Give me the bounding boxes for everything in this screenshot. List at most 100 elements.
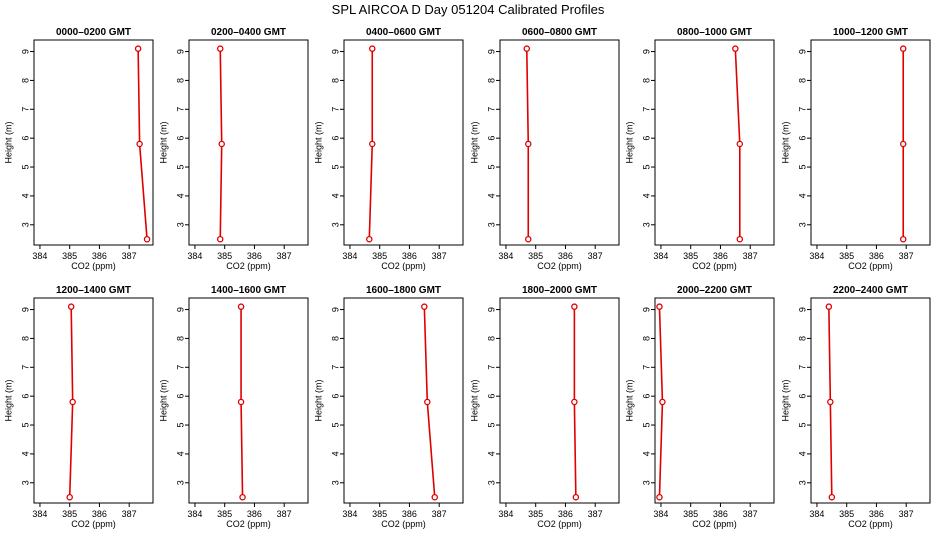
y-tick-label: 7 [641, 365, 651, 370]
x-tick-label: 385 [62, 509, 77, 519]
y-tick-label: 6 [641, 136, 651, 141]
x-tick-label: 387 [122, 509, 137, 519]
x-tick-label: 386 [247, 509, 262, 519]
profile-point [67, 303, 75, 310]
y-tick-label: 5 [486, 165, 496, 170]
x-tick-label: 386 [92, 509, 107, 519]
panel-3: 0600–0800 GMT 384 385 386 387 3 4 5 6 7 8 9 CO2 (ppm… [469, 27, 620, 271]
y-tick-label: 8 [641, 336, 651, 341]
y-tick-label: 9 [20, 49, 30, 54]
x-tick-label: 387 [432, 509, 447, 519]
y-tick-label: 8 [20, 78, 30, 83]
panel-frame [499, 297, 620, 504]
panel-title: 1800–2000 GMT [522, 285, 597, 296]
panel-frame [810, 39, 931, 246]
panel-8: 1600–1800 GMT 384 385 386 387 3 4 5 6 7 8 9 CO2 (ppm… [313, 285, 464, 529]
y-tick-label: 5 [797, 165, 807, 170]
x-tick-label: 384 [809, 251, 824, 261]
y-tick-label: 8 [330, 78, 340, 83]
profile-point [216, 235, 224, 243]
x-tick-label: 384 [342, 251, 357, 261]
y-axis-label: Height (m) [469, 379, 479, 421]
panel-frame [33, 39, 154, 246]
profile-point [525, 235, 532, 243]
y-tick-label: 6 [641, 394, 651, 399]
profile-point [656, 303, 663, 310]
panel-title: 0200–0400 GMT [211, 27, 286, 38]
y-tick-label: 9 [330, 307, 340, 312]
y-axis-label: Height (m) [780, 121, 790, 163]
y-tick-label: 5 [175, 423, 185, 428]
x-tick-label: 385 [372, 251, 387, 261]
x-tick-label: 384 [653, 509, 668, 519]
panel-frame [810, 297, 931, 504]
panel-2: 0400–0600 GMT 384 385 386 387 3 4 5 6 7 8 9 CO2 (ppm… [313, 27, 464, 271]
profile-point [571, 303, 578, 310]
y-tick-label: 6 [486, 136, 496, 141]
profile-point [732, 45, 739, 52]
profile-point [899, 45, 907, 52]
y-tick-label: 3 [330, 222, 340, 227]
y-tick-label: 5 [175, 165, 185, 170]
y-tick-label: 7 [330, 365, 340, 370]
x-tick-label: 384 [809, 509, 824, 519]
panel-7: 1400–1600 GMT 384 385 386 387 3 4 5 6 7 8 9 CO2 (ppm… [158, 285, 309, 529]
x-tick-label: 384 [498, 251, 513, 261]
y-tick-label: 7 [641, 107, 651, 112]
x-tick-label: 385 [528, 251, 543, 261]
x-tick-label: 387 [122, 251, 137, 261]
profile-point [828, 493, 836, 501]
profile-point [237, 303, 245, 310]
x-tick-label: 384 [187, 251, 202, 261]
y-tick-label: 8 [486, 78, 496, 83]
profile-point [366, 235, 373, 243]
y-tick-label: 6 [20, 394, 30, 399]
x-tick-label: 387 [743, 509, 758, 519]
panel-11: 2200–2400 GMT 384 385 386 387 3 4 5 6 7 8 9 CO2 (ppm… [780, 285, 931, 529]
x-tick-label: 387 [588, 509, 603, 519]
y-tick-label: 5 [20, 423, 30, 428]
y-tick-label: 3 [330, 480, 340, 485]
y-tick-label: 9 [797, 307, 807, 312]
x-tick-label: 384 [32, 251, 47, 261]
y-axis-label: Height (m) [313, 121, 323, 163]
profile-point [525, 140, 532, 148]
y-tick-label: 4 [797, 193, 807, 198]
y-tick-label: 6 [20, 136, 30, 141]
y-tick-label: 3 [641, 222, 651, 227]
panel-title: 0800–1000 GMT [677, 27, 752, 38]
profile-point [66, 493, 73, 501]
panel-1: 0200–0400 GMT 384 385 386 387 3 4 5 6 7 8 9 CO2 (ppm… [158, 27, 309, 271]
y-tick-label: 6 [797, 394, 807, 399]
x-tick-label: 386 [713, 509, 728, 519]
x-tick-label: 386 [402, 251, 417, 261]
profile-point [237, 398, 245, 406]
profile-point [424, 398, 431, 406]
profile-point [218, 140, 225, 148]
profile-point [134, 45, 142, 52]
panel-frame [33, 297, 154, 504]
profile-point [431, 493, 438, 501]
x-tick-label: 387 [899, 251, 914, 261]
y-tick-label: 4 [330, 451, 340, 456]
y-tick-label: 4 [486, 451, 496, 456]
profile-point [369, 140, 376, 148]
profile-point [572, 493, 580, 501]
panel-0: 0000–0200 GMT 384 385 386 387 3 4 5 6 7 8 9 CO2 (ppm… [3, 27, 154, 271]
x-axis-label: CO2 (ppm) [848, 261, 893, 271]
y-tick-label: 5 [20, 165, 30, 170]
x-tick-label: 386 [402, 509, 417, 519]
y-tick-label: 5 [486, 423, 496, 428]
x-axis-label: CO2 (ppm) [692, 519, 737, 529]
y-tick-label: 7 [175, 107, 185, 112]
panel-title: 1400–1600 GMT [211, 285, 286, 296]
x-tick-label: 385 [217, 251, 232, 261]
profile-point [736, 140, 744, 148]
profile-point [825, 303, 833, 310]
x-tick-label: 386 [558, 251, 573, 261]
y-tick-label: 3 [641, 480, 651, 485]
profile-point [216, 45, 224, 52]
y-tick-label: 7 [797, 107, 807, 112]
panel-frame [343, 297, 464, 504]
y-tick-label: 8 [330, 336, 340, 341]
